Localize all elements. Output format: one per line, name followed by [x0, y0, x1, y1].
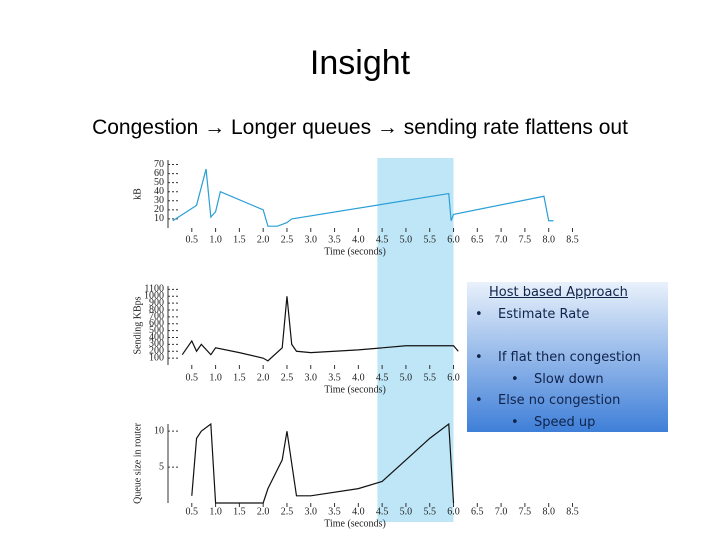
x-tick-label: 2.5 — [281, 234, 294, 245]
x-tick-label: 3.5 — [328, 372, 341, 383]
x-tick-label: 0.5 — [186, 234, 199, 245]
x-tick-label: 2.0 — [257, 234, 270, 245]
slide-title: Insight — [309, 44, 411, 82]
data-line — [191, 422, 455, 504]
x-tick-label: 5.5 — [423, 234, 436, 245]
x-tick-label: 1.0 — [209, 234, 222, 245]
callout-item: Else no congestion — [498, 393, 621, 408]
x-tick-label: 0.5 — [186, 506, 199, 517]
x-tick-label: 4.0 — [352, 372, 365, 383]
x-tick-label: 5.5 — [423, 372, 436, 383]
y-tick-label: 40 — [154, 186, 164, 197]
x-tick-label: 6.0 — [447, 506, 460, 517]
x-tick-label: 2.0 — [257, 372, 270, 383]
x-tick-label: 5.0 — [400, 372, 413, 383]
y-tick-label: 200 — [149, 346, 164, 357]
x-tick-label: 8.0 — [542, 234, 555, 245]
y-axis-label: Sending KBps — [132, 296, 143, 354]
y-tick-label: 1100 — [144, 284, 164, 295]
x-axis-label: Time (seconds) — [324, 246, 386, 257]
x-axis-label: Time (seconds) — [324, 518, 386, 529]
x-tick-label: 4.0 — [352, 234, 365, 245]
y-tick-label: 400 — [149, 332, 164, 343]
y-tick-label: 5 — [159, 461, 164, 472]
x-tick-label: 6.0 — [447, 372, 460, 383]
x-tick-label: 2.5 — [281, 506, 294, 517]
x-tick-label: 8.5 — [566, 506, 579, 517]
y-tick-label: 100 — [149, 352, 164, 363]
x-tick-label: 6.5 — [471, 506, 484, 517]
x-tick-label: 1.5 — [233, 372, 246, 383]
x-tick-label: 4.5 — [376, 372, 389, 383]
y-tick-label: 600 — [149, 318, 164, 329]
x-tick-label: 3.5 — [328, 506, 341, 517]
data-line — [181, 296, 459, 362]
x-tick-label: 3.0 — [305, 234, 318, 245]
x-tick-label: 5.5 — [423, 506, 436, 517]
highlight-band — [377, 158, 454, 522]
y-tick-label: 500 — [149, 325, 164, 336]
x-tick-label: 8.5 — [566, 234, 579, 245]
x-tick-label: 4.5 — [376, 234, 389, 245]
slide-subtitle: Congestion → Longer queues → sending rat… — [92, 116, 628, 139]
x-tick-label: 5.0 — [400, 506, 413, 517]
y-tick-label: 10 — [154, 213, 164, 224]
y-tick-label: 50 — [154, 177, 164, 188]
x-tick-label: 7.5 — [519, 234, 532, 245]
x-tick-label: 3.0 — [305, 506, 318, 517]
callout: Host based Approach • Estimate Rate • If… — [467, 282, 668, 432]
bullet: • — [475, 393, 483, 408]
y-tick-label: 800 — [149, 304, 164, 315]
x-tick-label: 7.5 — [519, 506, 532, 517]
callout-item: Speed up — [534, 415, 596, 430]
x-tick-label: 4.5 — [376, 506, 389, 517]
x-tick-label: 1.0 — [209, 506, 222, 517]
y-tick-label: 900 — [149, 297, 164, 308]
y-tick-label: 60 — [154, 168, 164, 179]
y-tick-label: 300 — [149, 339, 164, 350]
y-tick-label: 700 — [149, 311, 164, 322]
x-tick-label: 3.5 — [328, 234, 341, 245]
y-tick-label: 70 — [154, 159, 164, 170]
y-tick-label: 30 — [154, 195, 164, 206]
bullet: • — [511, 415, 519, 430]
callout-heading: Host based Approach — [489, 285, 628, 300]
callout-item: Slow down — [534, 372, 604, 387]
bullet: • — [475, 350, 483, 365]
callout-item: Estimate Rate — [498, 307, 590, 322]
x-tick-label: 1.5 — [233, 506, 246, 517]
y-tick-label: 10 — [154, 425, 164, 436]
x-tick-label: 2.5 — [281, 372, 294, 383]
x-tick-label: 4.0 — [352, 506, 365, 517]
x-tick-label: 7.0 — [495, 234, 508, 245]
x-tick-label: 1.5 — [233, 234, 246, 245]
x-tick-label: 6.5 — [471, 234, 484, 245]
callout-item: If flat then congestion — [498, 350, 641, 365]
x-tick-label: 6.0 — [447, 234, 460, 245]
data-line — [172, 168, 554, 227]
y-axis-label: Queue size in router — [132, 422, 143, 503]
x-tick-label: 8.0 — [542, 506, 555, 517]
bullet: • — [475, 307, 483, 322]
x-tick-label: 1.0 — [209, 372, 222, 383]
x-axis-label: Time (seconds) — [324, 384, 386, 395]
x-tick-label: 3.0 — [305, 372, 318, 383]
x-tick-label: 7.0 — [495, 506, 508, 517]
x-tick-label: 0.5 — [186, 372, 199, 383]
y-axis-label: kB — [132, 188, 143, 200]
bullet: • — [511, 372, 519, 387]
x-tick-label: 2.0 — [257, 506, 270, 517]
x-tick-label: 5.0 — [400, 234, 413, 245]
y-tick-label: 1000 — [144, 291, 164, 302]
y-tick-label: 20 — [154, 204, 164, 215]
